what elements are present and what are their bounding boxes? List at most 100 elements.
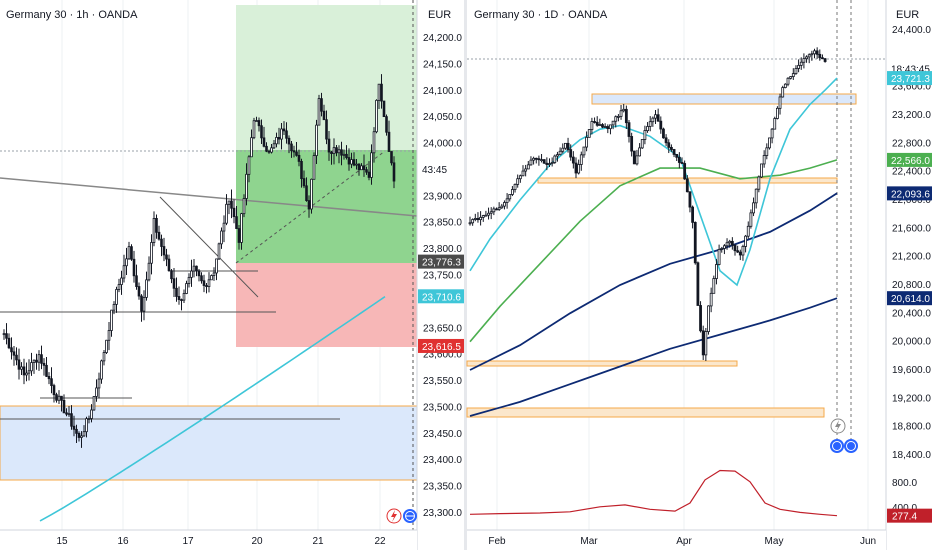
candle xyxy=(40,345,43,370)
price-tick-1d: 18,400.0 xyxy=(892,450,931,461)
candle xyxy=(165,248,168,267)
candles-1d xyxy=(468,47,827,362)
candle xyxy=(315,119,318,165)
candle xyxy=(60,395,63,412)
candle xyxy=(505,193,509,209)
candle xyxy=(752,197,755,217)
candle xyxy=(566,137,570,153)
candle xyxy=(521,165,525,177)
price-tick-1d: 22,000.0 xyxy=(892,195,931,206)
candle xyxy=(781,85,785,98)
candle xyxy=(791,68,795,80)
candle xyxy=(529,156,533,166)
candle xyxy=(744,234,747,253)
profit-zone-filled xyxy=(236,150,417,263)
candle xyxy=(821,54,824,60)
candle xyxy=(776,106,779,120)
price-tick-1h: 24,100.0 xyxy=(423,86,462,97)
candle xyxy=(205,283,208,294)
price-badge-label: 23,710.6 xyxy=(422,292,461,303)
candle xyxy=(240,212,243,250)
price-axis-1d: 24,400.024,000.023,600.023,200.022,800.0… xyxy=(885,0,932,550)
indicator-tick: 400.0 xyxy=(892,503,917,514)
candle xyxy=(255,116,258,122)
candle xyxy=(746,221,750,239)
candle xyxy=(312,152,316,180)
indicator-tick: 800.0 xyxy=(892,478,917,489)
candle xyxy=(587,129,591,138)
candle xyxy=(723,244,726,255)
currency-label-1d: EUR xyxy=(896,9,919,21)
ema-line-1d xyxy=(469,77,838,287)
time-tick: 16 xyxy=(117,536,129,547)
candle xyxy=(524,164,528,177)
price-tick-1d: 23,600.0 xyxy=(892,82,931,93)
globe-icon[interactable] xyxy=(403,509,417,523)
candle xyxy=(659,116,663,134)
candle xyxy=(320,92,323,117)
candle xyxy=(516,174,520,188)
candle xyxy=(30,352,33,376)
candle xyxy=(352,152,356,167)
price-badge: 20,614.0 xyxy=(887,291,932,306)
candle xyxy=(5,323,8,345)
candle xyxy=(142,290,146,321)
demand-zone-1h xyxy=(0,405,418,481)
price-tick-1h: 23,600.0 xyxy=(423,350,462,361)
candle xyxy=(696,261,700,306)
candle xyxy=(127,241,131,260)
candle xyxy=(473,213,477,222)
candle xyxy=(257,117,261,132)
candle xyxy=(310,178,313,214)
candle xyxy=(390,151,393,166)
candle xyxy=(392,156,396,189)
price-tick-1h: 23,550.0 xyxy=(423,376,462,387)
price-badge: 23,616.5 xyxy=(418,338,464,353)
price-badge: 43:45 xyxy=(418,153,464,178)
candle xyxy=(105,339,108,355)
price-badge: 23,776.3 xyxy=(418,254,464,269)
globe-icon[interactable] xyxy=(830,439,844,453)
time-tick: Jun xyxy=(860,536,876,547)
time-tick: May xyxy=(765,536,784,547)
candle xyxy=(614,115,618,128)
flash-icon[interactable] xyxy=(386,508,402,524)
candle xyxy=(75,424,78,443)
candle xyxy=(699,301,702,333)
candle xyxy=(382,100,386,118)
candle xyxy=(375,99,378,134)
time-axis-1d: Feb Mar Apr May Jun xyxy=(467,529,886,550)
chart-title-1h: Germany 30 · 1h · OANDA xyxy=(6,9,138,21)
candle xyxy=(799,57,803,70)
candle xyxy=(654,110,657,125)
panel-divider[interactable] xyxy=(464,0,467,550)
price-tick-1h: 23,750.0 xyxy=(423,271,462,282)
candle xyxy=(542,159,546,164)
time-axis-1h: 15 16 17 20 21 22 xyxy=(0,529,417,550)
globe-icon[interactable] xyxy=(844,439,858,453)
candle xyxy=(741,244,745,261)
candle xyxy=(550,157,554,167)
candle xyxy=(794,65,798,75)
ma50-line xyxy=(469,159,838,343)
candle xyxy=(476,212,480,223)
candles-1h xyxy=(2,74,396,448)
candle xyxy=(651,116,655,127)
price-tick-1h: 24,200.0 xyxy=(423,33,462,44)
price-tick-1d: 22,800.0 xyxy=(892,138,931,149)
candle xyxy=(497,202,501,211)
candle xyxy=(340,141,343,166)
price-badge: 22,093.6 xyxy=(887,186,932,201)
candle xyxy=(182,289,186,303)
candle xyxy=(135,264,138,290)
flash-icon[interactable] xyxy=(830,418,846,434)
currency-label-1h: EUR xyxy=(428,9,451,21)
candle xyxy=(760,163,763,179)
candle xyxy=(297,149,301,167)
candle xyxy=(609,124,612,135)
trendline-upper xyxy=(0,177,418,217)
candle xyxy=(646,122,649,133)
candle xyxy=(377,83,381,110)
candle xyxy=(260,119,263,145)
candle xyxy=(12,346,16,366)
